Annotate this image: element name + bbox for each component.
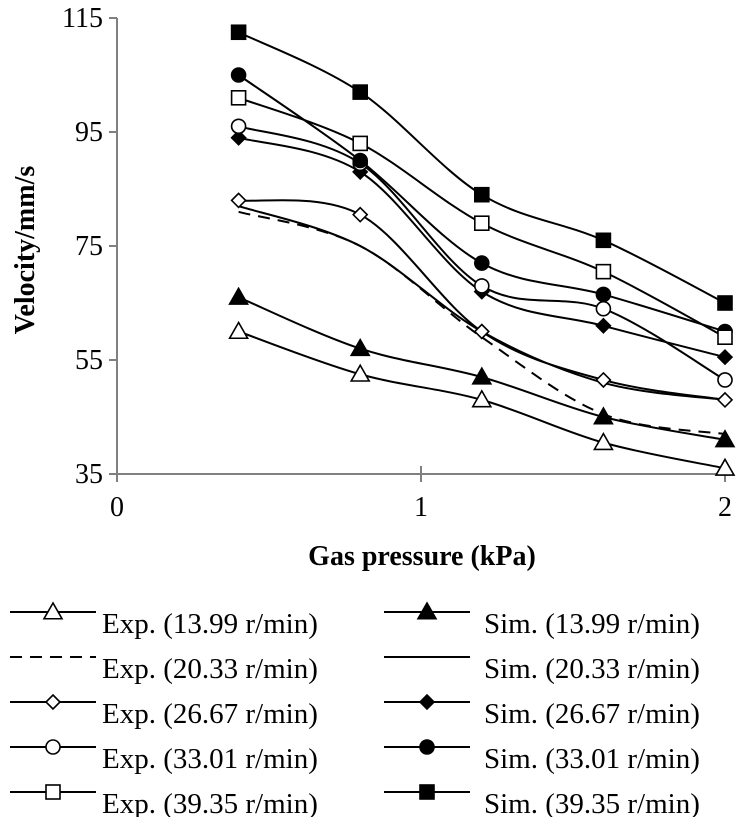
legend-item: Sim. (26.67 r/min) <box>384 693 700 730</box>
legend-label: Exp. (33.01 r/min) <box>102 743 318 775</box>
data-point <box>717 295 733 311</box>
legend-item: Sim. (13.99 r/min) <box>384 601 700 640</box>
legend-item: Exp. (39.35 r/min) <box>10 784 318 817</box>
series-1 <box>228 286 736 448</box>
series-8 <box>230 90 733 346</box>
data-point <box>230 192 247 209</box>
data-point <box>593 432 614 451</box>
data-point <box>717 372 733 388</box>
legend-label: Sim. (13.99 r/min) <box>484 608 700 640</box>
y-tick-label: 75 <box>75 231 103 262</box>
data-point <box>471 366 493 385</box>
data-point <box>716 349 734 366</box>
legend-label: Exp. (20.33 r/min) <box>102 653 318 685</box>
series-6 <box>230 118 733 388</box>
legend-label: Exp. (13.99 r/min) <box>102 608 318 640</box>
data-point <box>714 457 736 476</box>
data-point <box>595 317 612 334</box>
data-point <box>473 278 490 294</box>
x-tick-label: 2 <box>718 492 732 523</box>
legend-label: Exp. (39.35 r/min) <box>102 788 318 817</box>
legend-marker <box>45 784 61 800</box>
y-tick-label: 55 <box>75 345 103 376</box>
legend-marker <box>45 739 61 755</box>
data-point <box>230 129 247 146</box>
data-point <box>595 371 612 389</box>
legend-marker <box>416 601 438 620</box>
data-point <box>349 363 371 382</box>
legend-item: Sim. (20.33 r/min) <box>384 653 700 685</box>
data-point <box>352 152 369 169</box>
series-line <box>238 125 726 381</box>
axes: 35 55 75 95 115 0 1 2 <box>62 3 732 523</box>
legend-label: Exp. (26.67 r/min) <box>102 698 318 730</box>
data-point <box>716 391 734 409</box>
data-point <box>230 67 247 83</box>
y-tick-label: 95 <box>75 117 103 148</box>
data-point <box>473 255 490 271</box>
legend-marker <box>44 693 62 711</box>
legend-marker <box>418 693 436 711</box>
data-point <box>352 84 369 100</box>
legend-item: Exp. (26.67 r/min) <box>10 693 318 730</box>
series-0 <box>228 320 736 476</box>
data-point <box>230 90 247 106</box>
legend-marker <box>419 784 435 800</box>
data-point <box>473 323 490 340</box>
legend-label: Sim. (26.67 r/min) <box>484 698 700 730</box>
legend-item: Exp. (20.33 r/min) <box>10 653 318 685</box>
data-point <box>473 215 490 231</box>
series-layer <box>228 24 736 476</box>
legend-item: Sim. (39.35 r/min) <box>384 784 700 817</box>
data-point <box>717 329 733 346</box>
x-axis-title: Gas pressure (kPa) <box>308 541 536 572</box>
legend-item: Exp. (13.99 r/min) <box>10 601 318 640</box>
y-axis-title: Velocity/mm/s <box>10 166 41 335</box>
legend-item: Exp. (33.01 r/min) <box>10 739 318 775</box>
data-point <box>228 286 249 305</box>
legend-label: Sim. (33.01 r/min) <box>484 743 700 775</box>
legend-label: Sim. (39.35 r/min) <box>484 788 700 817</box>
legend-marker <box>419 739 435 755</box>
y-tick-label: 115 <box>62 3 103 34</box>
data-point <box>595 286 612 303</box>
legend: Exp. (13.99 r/min) Sim. (13.99 r/min) Exp.… <box>10 601 700 817</box>
data-point <box>228 320 249 340</box>
data-point <box>473 186 490 203</box>
x-tick-label: 1 <box>414 492 428 523</box>
y-tick-label: 35 <box>75 459 103 490</box>
data-point <box>230 118 247 135</box>
series-9 <box>230 24 733 311</box>
legend-item: Sim. (33.01 r/min) <box>384 739 700 775</box>
legend-label: Sim. (20.33 r/min) <box>484 653 700 685</box>
data-point <box>714 429 736 448</box>
data-point <box>595 300 612 317</box>
series-4 <box>230 192 734 409</box>
data-point <box>595 263 612 280</box>
data-point <box>349 337 371 357</box>
data-point <box>595 232 612 249</box>
data-point <box>230 24 247 41</box>
data-point <box>352 135 369 152</box>
legend-marker <box>42 601 64 620</box>
data-point <box>352 206 369 223</box>
data-point <box>471 389 493 408</box>
x-tick-label: 0 <box>110 492 124 523</box>
